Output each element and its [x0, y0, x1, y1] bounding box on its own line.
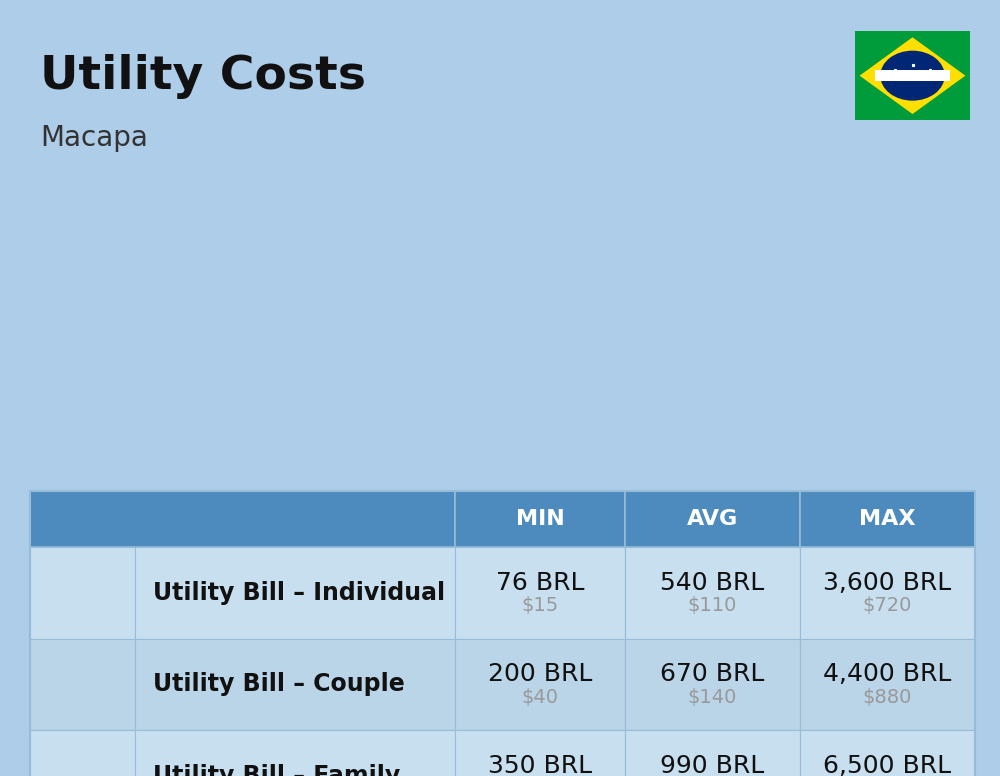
Text: $15: $15: [521, 596, 559, 615]
Text: $40: $40: [522, 688, 558, 707]
Text: 💧: 💧: [97, 604, 103, 613]
Text: $140: $140: [688, 688, 737, 707]
Text: 6,500 BRL: 6,500 BRL: [823, 754, 952, 776]
Text: 4,400 BRL: 4,400 BRL: [823, 663, 952, 686]
Text: 670 BRL: 670 BRL: [660, 663, 765, 686]
Text: Utility Costs: Utility Costs: [40, 54, 366, 99]
Text: AVG: AVG: [687, 509, 738, 529]
Bar: [875, 71, 950, 81]
Polygon shape: [860, 37, 965, 114]
Text: 540 BRL: 540 BRL: [660, 571, 765, 594]
Text: 3,600 BRL: 3,600 BRL: [823, 571, 952, 594]
Text: ⚙: ⚙: [78, 756, 88, 765]
Text: $720: $720: [863, 596, 912, 615]
Text: Utility Bill – Individual: Utility Bill – Individual: [153, 581, 445, 605]
Text: Macapa: Macapa: [40, 124, 148, 152]
Text: ⚙: ⚙: [78, 573, 88, 582]
Text: MAX: MAX: [859, 509, 916, 529]
Text: MIN: MIN: [516, 509, 564, 529]
Text: ⚡: ⚡: [62, 695, 68, 705]
Text: 💧: 💧: [97, 695, 103, 705]
Text: ⚡: ⚡: [62, 604, 68, 613]
Text: ⚙: ⚙: [78, 664, 88, 674]
Text: $880: $880: [863, 688, 912, 707]
Circle shape: [880, 50, 945, 101]
Text: Utility Bill – Couple: Utility Bill – Couple: [153, 673, 405, 696]
Text: Utility Bill – Family: Utility Bill – Family: [153, 764, 400, 776]
Text: 200 BRL: 200 BRL: [488, 663, 592, 686]
Text: 350 BRL: 350 BRL: [488, 754, 592, 776]
Text: $110: $110: [688, 596, 737, 615]
Text: 76 BRL: 76 BRL: [496, 571, 584, 594]
Text: 990 BRL: 990 BRL: [660, 754, 765, 776]
